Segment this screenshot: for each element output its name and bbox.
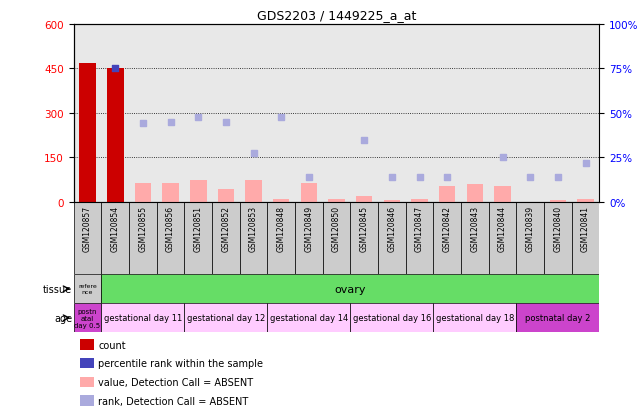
Text: GSM120854: GSM120854	[111, 205, 120, 251]
Text: tissue: tissue	[43, 284, 72, 294]
Point	[249, 150, 259, 157]
Text: GSM120849: GSM120849	[304, 205, 313, 251]
Bar	[406, 202, 433, 275]
Bar	[572, 202, 599, 275]
Bar	[488, 202, 517, 275]
Bar	[129, 202, 156, 275]
Bar	[461, 202, 488, 275]
Bar	[185, 304, 267, 332]
Text: GSM120847: GSM120847	[415, 205, 424, 251]
Text: GSM120845: GSM120845	[360, 205, 369, 251]
Text: value, Detection Call = ABSENT: value, Detection Call = ABSENT	[98, 377, 253, 387]
Text: GSM120844: GSM120844	[498, 205, 507, 251]
Bar	[101, 304, 185, 332]
Text: GSM120853: GSM120853	[249, 205, 258, 251]
Bar	[107, 69, 124, 202]
Bar	[433, 304, 517, 332]
Text: GSM120857: GSM120857	[83, 205, 92, 251]
Bar	[351, 202, 378, 275]
Point	[442, 174, 453, 180]
Bar	[517, 202, 544, 275]
Text: postn
atal
day 0.5: postn atal day 0.5	[74, 308, 101, 328]
Bar	[246, 180, 262, 202]
Bar	[351, 304, 433, 332]
Text: GSM120852: GSM120852	[221, 205, 230, 251]
Text: gestational day 18: gestational day 18	[436, 313, 514, 323]
Point	[165, 119, 176, 126]
Bar	[74, 202, 101, 275]
Bar	[356, 197, 372, 202]
Bar	[267, 304, 351, 332]
Bar	[517, 304, 599, 332]
Text: GSM120850: GSM120850	[332, 205, 341, 251]
Text: GSM120848: GSM120848	[277, 205, 286, 251]
Point	[525, 174, 535, 180]
Bar	[267, 202, 295, 275]
Bar	[212, 202, 240, 275]
Text: count: count	[98, 340, 126, 350]
Text: GSM120843: GSM120843	[470, 205, 479, 251]
Text: gestational day 12: gestational day 12	[187, 313, 265, 323]
Bar	[378, 202, 406, 275]
Text: GSM120851: GSM120851	[194, 205, 203, 251]
Point	[304, 174, 314, 180]
Bar	[185, 202, 212, 275]
Bar	[549, 201, 566, 202]
Text: gestational day 11: gestational day 11	[104, 313, 182, 323]
Title: GDS2203 / 1449225_a_at: GDS2203 / 1449225_a_at	[257, 9, 416, 22]
Text: GSM120855: GSM120855	[138, 205, 147, 251]
Bar	[240, 202, 267, 275]
Bar	[577, 199, 594, 202]
Text: age: age	[54, 313, 72, 323]
Bar	[74, 275, 101, 304]
Text: gestational day 14: gestational day 14	[270, 313, 348, 323]
Point	[110, 66, 121, 72]
Bar	[135, 183, 151, 202]
Text: GSM120839: GSM120839	[526, 205, 535, 251]
Bar	[494, 186, 511, 202]
Point	[414, 174, 424, 180]
Text: GSM120840: GSM120840	[553, 205, 562, 251]
Point	[580, 161, 590, 167]
Point	[221, 119, 231, 126]
Text: gestational day 16: gestational day 16	[353, 313, 431, 323]
Bar	[544, 202, 572, 275]
Point	[276, 115, 287, 121]
Point	[193, 115, 203, 121]
Bar	[273, 199, 290, 202]
Text: percentile rank within the sample: percentile rank within the sample	[98, 358, 263, 368]
Bar	[301, 183, 317, 202]
Point	[359, 137, 369, 144]
Point	[387, 174, 397, 180]
Bar	[156, 202, 185, 275]
Text: postnatal day 2: postnatal day 2	[525, 313, 590, 323]
Text: GSM120842: GSM120842	[443, 205, 452, 251]
Bar	[328, 199, 345, 202]
Text: refere
nce: refere nce	[78, 284, 97, 294]
Bar	[295, 202, 322, 275]
Bar	[162, 183, 179, 202]
Bar	[74, 304, 101, 332]
Bar	[383, 201, 400, 202]
Bar	[101, 202, 129, 275]
Bar	[412, 199, 428, 202]
Text: GSM120841: GSM120841	[581, 205, 590, 251]
Text: GSM120856: GSM120856	[166, 205, 175, 251]
Bar	[79, 64, 96, 202]
Point	[497, 154, 508, 161]
Text: GSM120846: GSM120846	[387, 205, 396, 251]
Bar	[190, 180, 206, 202]
Point	[138, 121, 148, 127]
Bar	[217, 189, 234, 202]
Bar	[322, 202, 351, 275]
Text: ovary: ovary	[335, 284, 366, 294]
Bar	[433, 202, 461, 275]
Bar	[439, 186, 456, 202]
Point	[553, 174, 563, 180]
Bar	[467, 185, 483, 202]
Text: rank, Detection Call = ABSENT: rank, Detection Call = ABSENT	[98, 396, 248, 406]
